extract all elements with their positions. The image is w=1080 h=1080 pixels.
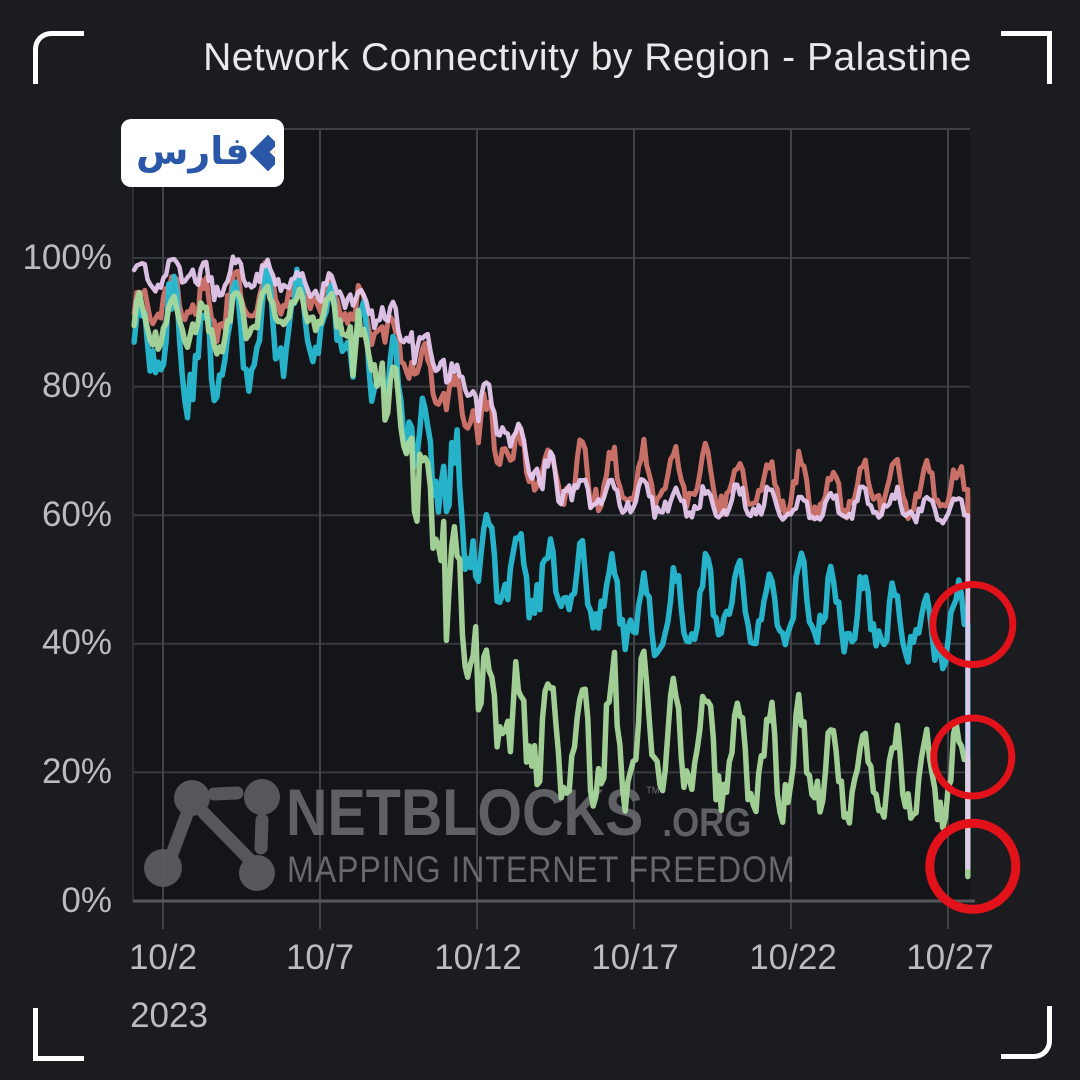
y-tick-40: 40% [41,623,112,662]
x-axis-year-label: 2023 [130,996,208,1035]
x-tick-oct7: 10/7 [285,938,355,977]
fars-news-logo: فارس [121,119,284,187]
x-tick-oct27: 10/27 [906,938,994,977]
frame-bracket-top-right-icon [1001,31,1052,84]
x-tick-oct17: 10/17 [591,938,679,977]
fars-wordmark: فارس [136,129,250,173]
frame-bracket-bottom-right-icon [1001,1006,1052,1059]
chart-title: Network Connectivity by Region - Palasti… [203,36,972,79]
y-tick-100: 100% [22,238,112,277]
frame-bracket-top-left-icon [33,31,84,84]
x-tick-oct12: 10/12 [434,938,522,977]
x-tick-oct22: 10/22 [749,938,837,977]
frame-bracket-bottom-left-icon [33,1008,84,1061]
y-tick-20: 20% [41,752,112,791]
x-tick-oct2: 10/2 [128,938,198,977]
y-tick-0: 0% [61,881,112,920]
y-tick-80: 80% [41,366,112,405]
y-tick-60: 60% [41,495,112,534]
fars-diamond-icon [250,128,275,176]
